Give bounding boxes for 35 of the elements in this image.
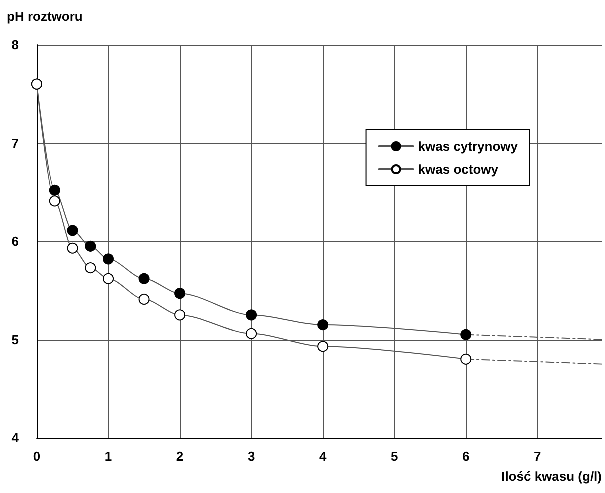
point	[49, 196, 60, 207]
point	[49, 184, 60, 196]
x-tick-label: 2	[176, 449, 184, 464]
point	[85, 262, 96, 274]
point	[138, 294, 150, 305]
x-tick-label: 6	[462, 449, 470, 464]
y-tick-label: 7	[12, 136, 19, 151]
x-tick-label: 5	[390, 449, 398, 464]
point	[174, 288, 186, 300]
point	[103, 254, 114, 265]
point	[67, 225, 78, 236]
x-tick-label: 0	[33, 449, 41, 464]
y-tick-label: 5	[12, 332, 19, 348]
legend-label: kwas cytrynowy	[418, 139, 519, 154]
x-tick-label: 4	[319, 449, 328, 464]
point	[318, 341, 329, 352]
point	[460, 354, 472, 365]
point	[318, 320, 329, 331]
y-tick-label: 8	[12, 38, 19, 52]
x-tick-label: 1	[104, 449, 112, 464]
point	[460, 329, 472, 340]
point	[85, 240, 96, 252]
point	[246, 328, 258, 340]
x-tick-label: 7	[534, 449, 542, 464]
point	[174, 310, 186, 321]
point	[138, 273, 150, 284]
y-tick-label: 6	[12, 234, 19, 249]
point	[246, 310, 258, 321]
x-tick-label: 3	[248, 449, 256, 464]
point	[67, 242, 78, 254]
y-tick-label: 4	[12, 430, 20, 446]
x-axis-title: Ilość kwasu (g/l)	[502, 469, 602, 484]
point	[103, 273, 114, 284]
legend-label: kwas octowy	[418, 162, 500, 177]
y-axis-title: pH roztworu	[7, 9, 83, 24]
